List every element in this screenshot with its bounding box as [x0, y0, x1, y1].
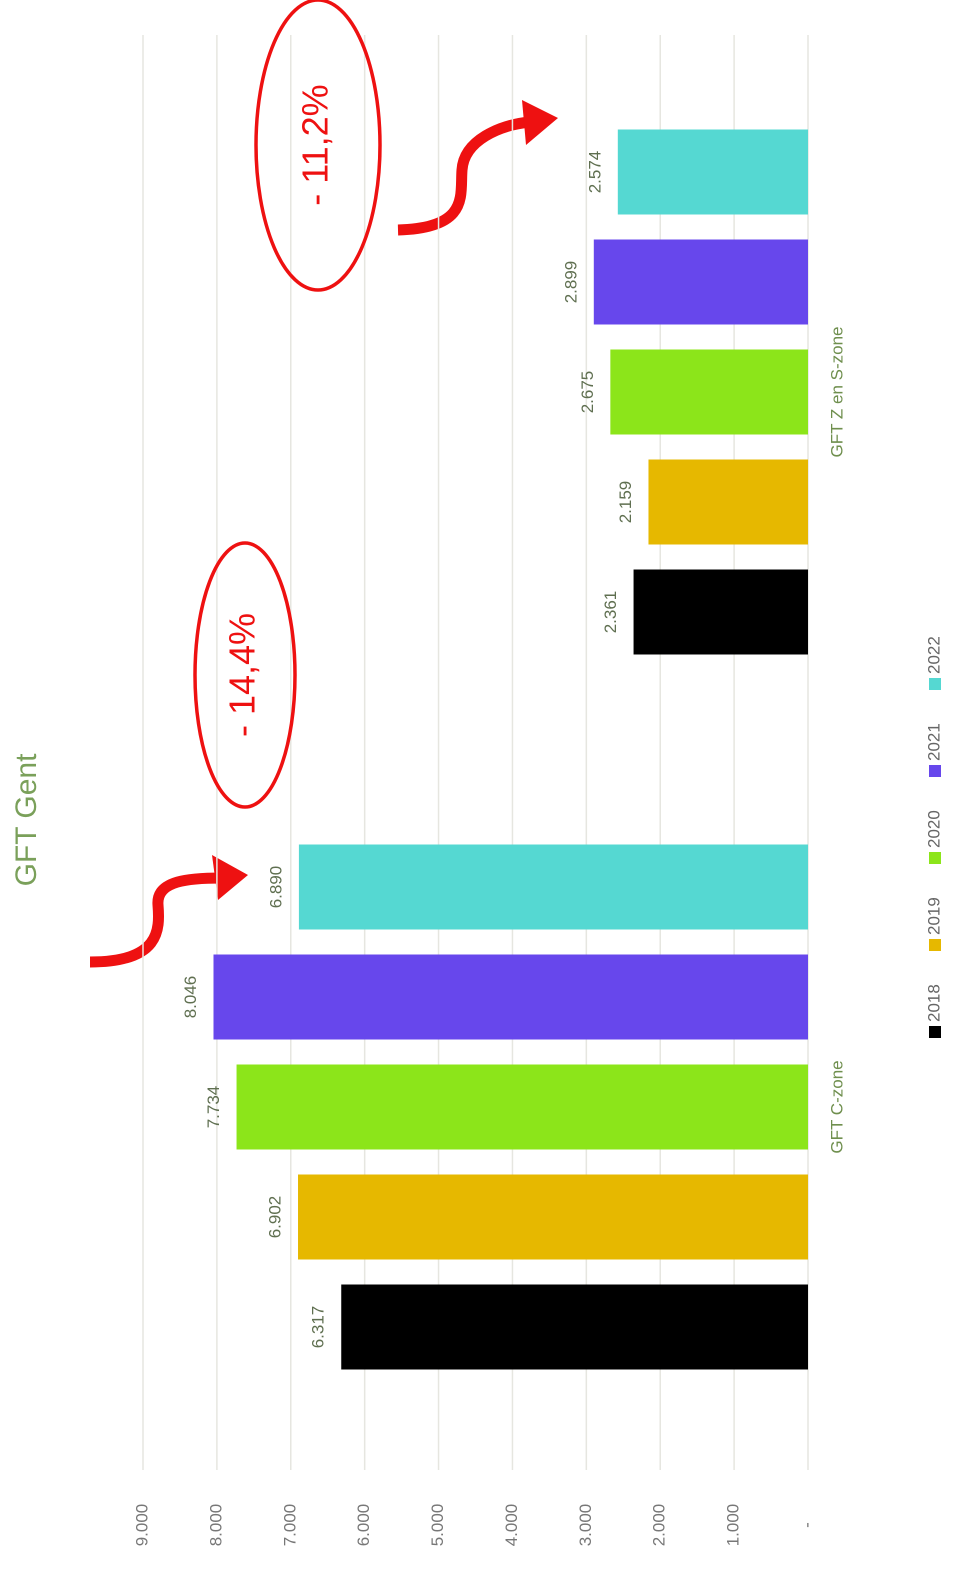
data-label: 2.899: [561, 261, 580, 304]
legend-label: 2022: [924, 636, 943, 674]
y-tick-label: 4.000: [502, 1504, 521, 1547]
data-label: 6.890: [266, 866, 285, 909]
data-label: 7.734: [204, 1086, 223, 1129]
legend-label: 2021: [924, 723, 943, 761]
y-tick-label: 2.000: [650, 1504, 669, 1547]
bar: [213, 954, 809, 1040]
data-label: 6.317: [309, 1306, 328, 1349]
annotation: - 14,4%: [222, 613, 263, 737]
y-tick-label: 8.000: [206, 1504, 225, 1547]
legend-swatch: [929, 939, 941, 951]
y-tick-label: 6.000: [354, 1504, 373, 1547]
bar: [298, 844, 808, 930]
arrow: [397, 116, 531, 236]
data-label: 6.902: [266, 1196, 285, 1239]
legend-swatch: [929, 765, 941, 777]
x-tick-label: GFT C-zone: [827, 1060, 846, 1153]
x-tick-label: GFT Z en S-zone: [827, 326, 846, 457]
bar: [633, 569, 808, 655]
data-label: 2.574: [585, 151, 604, 194]
data-label: 2.361: [601, 591, 620, 634]
legend-swatch: [929, 678, 941, 690]
chart-title: GFT Gent: [10, 753, 43, 886]
bar: [298, 1174, 808, 1260]
legend-label: 2018: [924, 984, 943, 1022]
legend-swatch: [929, 852, 941, 864]
bar: [648, 459, 808, 545]
data-label: 2.675: [578, 371, 597, 414]
arrow-head: [522, 100, 558, 145]
arrows: [89, 116, 531, 968]
legend-label: 2019: [924, 897, 943, 935]
arrow-head: [212, 855, 248, 900]
legend-swatch: [929, 1026, 941, 1038]
bar: [617, 129, 808, 215]
arrow: [89, 872, 223, 968]
annotation-ellipse: [254, 0, 382, 292]
annotation: - 11,2%: [295, 84, 336, 205]
legend-label: 2020: [924, 810, 943, 848]
y-tick-label: -: [797, 1522, 816, 1528]
y-tick-label: 5.000: [428, 1504, 447, 1547]
y-tick-label: 1.000: [724, 1504, 743, 1547]
bar: [341, 1284, 808, 1370]
y-tick-label: 7.000: [280, 1504, 299, 1547]
data-label: 2.159: [616, 481, 635, 524]
bar: [610, 349, 808, 435]
bar: [236, 1064, 808, 1150]
y-tick-label: 3.000: [576, 1504, 595, 1547]
bar: [593, 239, 808, 325]
y-tick-label: 9.000: [132, 1504, 151, 1547]
annotation-ellipse: [193, 541, 297, 809]
data-label: 8.046: [181, 976, 200, 1019]
